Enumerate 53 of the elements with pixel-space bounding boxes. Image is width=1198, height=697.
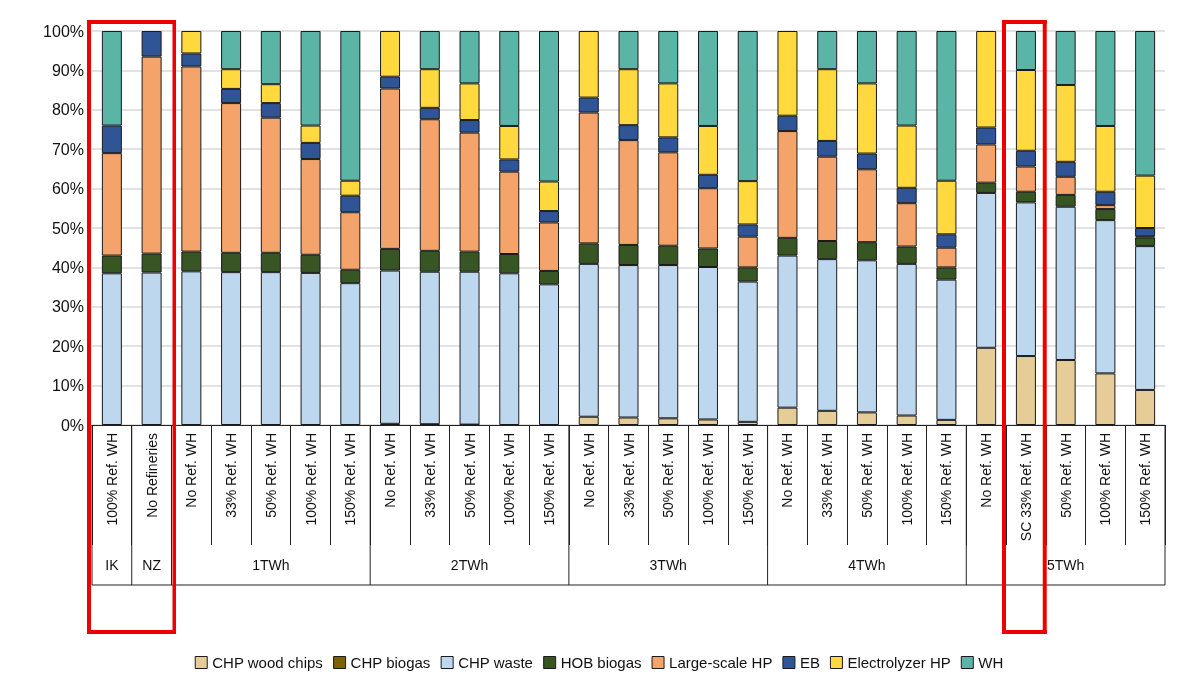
- x-tick-label: 50% Ref. WH: [858, 433, 875, 518]
- legend-label: Large-scale HP: [669, 654, 773, 671]
- x-tick-label: 150% Ref. WH: [1137, 433, 1154, 526]
- x-tick-label: 50% Ref. WH: [660, 433, 677, 518]
- y-tick-label: 0%: [60, 416, 84, 434]
- y-tick-label: 80%: [51, 101, 84, 119]
- y-tick-label: 40%: [51, 258, 84, 276]
- x-tick-label: No Ref. WH: [580, 433, 597, 508]
- y-tick-label: 20%: [51, 337, 84, 355]
- y-tick-label: 70%: [51, 140, 84, 158]
- y-tick-label: 60%: [51, 180, 84, 198]
- text: 3TWh: [649, 557, 687, 573]
- x-tick-label: 50% Ref. WH: [1057, 433, 1074, 518]
- x-tick-label: 100% Ref. WH: [103, 433, 120, 526]
- x-tick-label: No Ref. WH: [779, 433, 796, 508]
- x-tick-label: 100% Ref. WH: [501, 433, 518, 526]
- x-tick-label: 50% Ref. WH: [461, 433, 478, 518]
- text: NZ: [142, 557, 162, 573]
- x-tick-label: No Ref. WH: [382, 433, 399, 508]
- y-tick-label: 50%: [51, 219, 84, 237]
- legend-label: CHP biogas: [350, 654, 431, 671]
- text: 4TWh: [848, 557, 886, 573]
- x-tick-label: 150% Ref. WH: [739, 433, 756, 526]
- legend-label: CHP wood chips: [212, 654, 323, 671]
- x-tick-label: 150% Ref. WH: [938, 433, 955, 526]
- legend-label: HOB biogas: [560, 654, 642, 671]
- x-tick-label: SC 33% Ref. WH: [1017, 433, 1034, 542]
- text: IK: [105, 557, 120, 573]
- x-tick-label: 100% Ref. WH: [898, 433, 915, 526]
- legend-label: EB: [799, 654, 820, 671]
- y-tick-label: 90%: [51, 61, 84, 79]
- x-tick-label: 150% Ref. WH: [541, 433, 558, 526]
- y-tick-label: 10%: [51, 377, 84, 395]
- x-tick-label: 33% Ref. WH: [223, 433, 240, 518]
- x-tick-label: 100% Ref. WH: [699, 433, 716, 526]
- x-tick-label: No Ref. WH: [978, 433, 995, 508]
- x-tick-label: 100% Ref. WH: [302, 433, 319, 526]
- x-tick-label: No Refineries: [143, 433, 160, 518]
- x-tick-label: 33% Ref. WH: [620, 433, 637, 518]
- x-tick-label: No Ref. WH: [183, 433, 200, 508]
- y-tick-label: 100%: [43, 22, 84, 40]
- x-tick-label: 100% Ref. WH: [1097, 433, 1114, 526]
- text: 1TWh: [252, 557, 290, 573]
- x-tick-label: 150% Ref. WH: [342, 433, 359, 526]
- x-tick-label: 33% Ref. WH: [819, 433, 836, 518]
- legend-label: CHP waste: [458, 654, 533, 671]
- text: 2TWh: [450, 557, 489, 573]
- x-tick-label: 33% Ref. WH: [421, 433, 438, 518]
- legend-label: Electrolyzer HP: [847, 654, 951, 671]
- x-tick-label: 50% Ref. WH: [262, 433, 279, 518]
- legend-label: WH: [978, 654, 1004, 671]
- text: 5TWh: [1046, 557, 1085, 573]
- y-tick-label: 30%: [51, 298, 84, 316]
